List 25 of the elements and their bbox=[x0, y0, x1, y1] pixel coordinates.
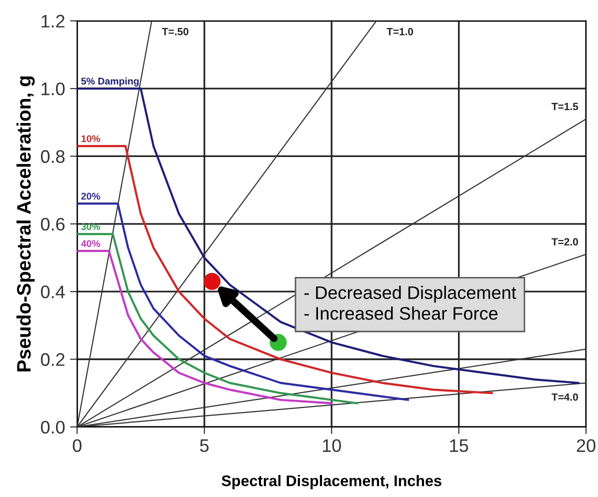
annotation: - Decreased Displacement - Increased Shear Force bbox=[304, 286, 516, 320]
series-label: 5% Damping bbox=[81, 77, 139, 87]
series-label: T=.50 bbox=[162, 28, 188, 36]
x-tick-label: 10 bbox=[322, 439, 341, 452]
y-tick-label: 0.0 bbox=[40, 420, 65, 434]
y-tick-label: 0.8 bbox=[40, 150, 65, 163]
y-tick-label: 0.6 bbox=[40, 218, 65, 231]
series-label: T=2.0 bbox=[552, 238, 578, 246]
series-label: T=4.0 bbox=[552, 393, 578, 401]
series-label: 30% bbox=[81, 223, 100, 230]
series-label: T=1.5 bbox=[552, 102, 578, 110]
series-label: 40% bbox=[81, 240, 100, 248]
y-tick-label: 1.0 bbox=[42, 82, 65, 96]
x-tick-label: 20 bbox=[576, 439, 596, 452]
x-tick-label: 5 bbox=[200, 439, 209, 452]
y-axis-title: Pseudo-Spectral Acceleration, g bbox=[16, 76, 35, 372]
series-label: 20% bbox=[81, 192, 100, 200]
series-label: 10% bbox=[82, 135, 100, 142]
x-tick-label: 0 bbox=[72, 439, 82, 452]
y-tick-label: 0.4 bbox=[40, 286, 65, 298]
x-tick-label: 15 bbox=[450, 439, 468, 452]
x-axis-title: Spectral Displacement, Inches bbox=[222, 475, 442, 490]
series-label: T=1.0 bbox=[386, 28, 414, 36]
y-tick-label: 1.2 bbox=[42, 14, 64, 28]
y-tick-label: 0.2 bbox=[40, 353, 64, 366]
